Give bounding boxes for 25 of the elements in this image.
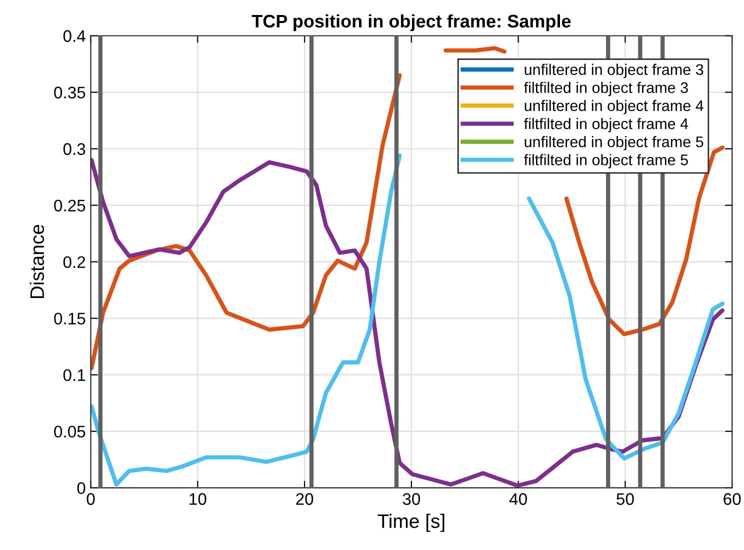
legend-label: unfiltered in object frame 4 — [524, 100, 704, 114]
legend-label: filtfilted in object frame 3 — [524, 82, 688, 96]
y-tick-label: 0.25 — [54, 200, 86, 212]
x-tick-label: 30 — [402, 493, 420, 505]
y-tick-label: 0.4 — [63, 30, 86, 42]
y-tick-label: 0.3 — [63, 143, 86, 155]
x-tick-label: 0 — [86, 493, 95, 505]
y-axis-title: Distance — [30, 224, 44, 298]
y-tick-label: 0 — [77, 482, 86, 494]
x-tick-label: 20 — [296, 493, 314, 505]
legend-label: filtfilted in object frame 5 — [524, 154, 688, 168]
y-tick-label: 0.35 — [54, 86, 86, 98]
y-tick-label: 0.05 — [54, 426, 86, 438]
chart-title: TCP position in object frame: Sample — [252, 14, 571, 32]
legend-label: unfiltered in object frame 3 — [524, 64, 704, 78]
legend-label: filtfilted in object frame 4 — [524, 118, 688, 132]
y-tick-label: 0.1 — [63, 369, 86, 382]
x-tick-label: 40 — [509, 493, 527, 505]
x-tick-label: 60 — [724, 493, 741, 505]
y-tick-label: 0.15 — [54, 312, 86, 325]
x-axis-title: Time [s] — [378, 514, 444, 532]
x-tick-label: 10 — [190, 493, 206, 505]
y-tick-label: 0.2 — [63, 256, 86, 268]
x-tick-label: 50 — [616, 493, 634, 505]
legend-label: unfiltered in object frame 5 — [524, 136, 704, 150]
